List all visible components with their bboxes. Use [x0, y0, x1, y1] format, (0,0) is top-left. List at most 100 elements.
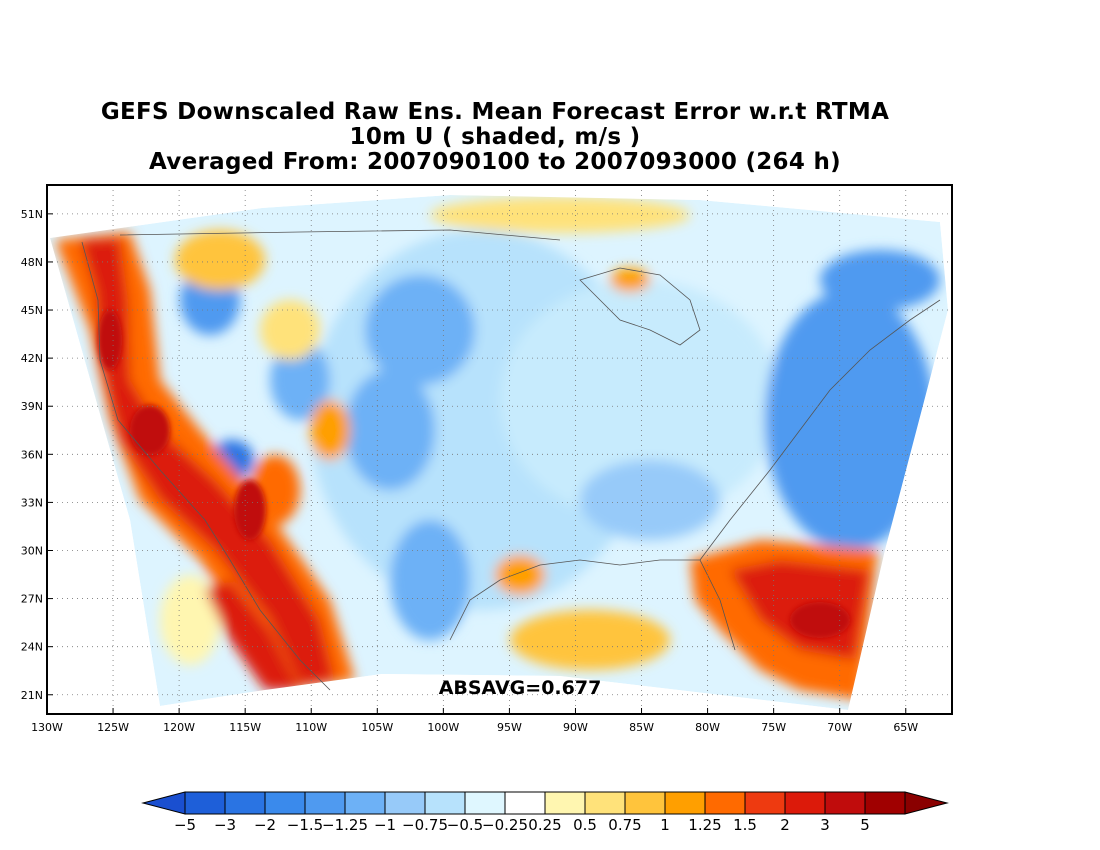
- colorbar-swatch: [864, 791, 906, 815]
- latitude-tick-labels: 21N 24N 27N 30N 33N 36N 39N 42N 45N 48N 51N: [21, 208, 53, 702]
- lon-tick-label: 115W: [229, 721, 261, 734]
- gulf-coastline: [449, 559, 736, 651]
- colorbar-label: 0.75: [608, 816, 641, 834]
- lat-tick-label: 27N: [21, 593, 43, 606]
- colorbar-swatch: [184, 791, 226, 815]
- lat-tick-label: 36N: [21, 448, 43, 461]
- colorbar-swatch: [664, 791, 706, 815]
- colorbar-swatch: [744, 791, 786, 815]
- colorbar-label: 1: [660, 816, 670, 834]
- lat-tick-label: 42N: [21, 352, 43, 365]
- colorbar-swatch: [224, 791, 266, 815]
- east-coastline: [699, 299, 941, 561]
- colorbar-label: 1.25: [688, 816, 721, 834]
- lon-tick-label: 100W: [427, 721, 459, 734]
- cascades-dark-red: [98, 310, 122, 370]
- lat-tick-label: 51N: [21, 208, 43, 221]
- colorbar-swatch: [824, 791, 866, 815]
- colorbar-swatch: [504, 791, 546, 815]
- rockies-orange: [260, 300, 320, 360]
- lon-tick-label: 105W: [361, 721, 393, 734]
- title-line-2: 10m U ( shaded, m/s ): [349, 124, 641, 150]
- wyoming-blue: [270, 340, 330, 420]
- colorbar-label: −1: [374, 816, 396, 834]
- baja-red: [205, 580, 300, 690]
- southeast-blue: [580, 460, 720, 540]
- colorbar-swatch: [384, 791, 426, 815]
- colorbar-label: −5: [174, 816, 196, 834]
- lat-tick-label: 33N: [21, 496, 43, 509]
- colorbar-label: −0.75: [402, 816, 448, 834]
- gulf-yellow: [510, 610, 670, 670]
- colorbar-swatch: [424, 791, 466, 815]
- colorbar-label: −0.5: [447, 816, 483, 834]
- lon-tick-label: 95W: [497, 721, 522, 734]
- colorbar-label: 1.5: [733, 816, 757, 834]
- colorado-orange: [310, 400, 350, 460]
- west-coastline: [81, 241, 331, 691]
- coastlines: [81, 229, 941, 691]
- colorbar-swatch: [624, 791, 666, 815]
- lon-tick-label: 90W: [563, 721, 588, 734]
- lat-tick-label: 45N: [21, 304, 43, 317]
- border-outline: [119, 229, 561, 241]
- lat-tick-label: 30N: [21, 544, 43, 557]
- title-line-1: GEFS Downscaled Raw Ens. Mean Forecast E…: [100, 99, 890, 125]
- lon-tick-label: 75W: [761, 721, 786, 734]
- colorbar-swatch: [264, 791, 306, 815]
- colorbar-swatch: [464, 791, 506, 815]
- title-line-3: Averaged From: 2007090100 to 2007093000 …: [149, 149, 841, 175]
- colorbar-swatch: [344, 791, 386, 815]
- sierra-dark-red: [130, 405, 170, 455]
- map-frame: [46, 184, 953, 715]
- colorbar-label: 5: [860, 816, 870, 834]
- colorbar-label: 3: [820, 816, 830, 834]
- great-lakes-outline: [579, 267, 701, 346]
- gulf-west-orange: [495, 555, 545, 595]
- midwest-light-blue: [500, 280, 780, 520]
- lon-tick-label: 85W: [629, 721, 654, 734]
- colorbar-swatch: [304, 791, 346, 815]
- lon-tick-label: 65W: [893, 721, 918, 734]
- plains-blue: [345, 370, 435, 490]
- absavg-annotation: ABSAVG=0.677: [439, 677, 602, 699]
- lon-tick-label: 120W: [163, 721, 195, 734]
- colorbar-label: −2: [254, 816, 276, 834]
- colorbar-label: −1.5: [287, 816, 323, 834]
- lon-tick-label: 70W: [827, 721, 852, 734]
- lat-tick-label: 24N: [21, 641, 43, 654]
- map-title: GEFS Downscaled Raw Ens. Mean Forecast E…: [0, 100, 990, 175]
- colorbar-label: 2: [780, 816, 790, 834]
- colorbar-label: 0.25: [528, 816, 561, 834]
- dakota-blue: [365, 275, 475, 385]
- lon-tick-label: 110W: [295, 721, 327, 734]
- graticule: [47, 185, 952, 714]
- longitude-tick-labels: 130W 125W 120W 115W 110W 105W 100W 95W 90W 85W 80W…: [31, 708, 918, 734]
- shaded-field: [50, 195, 948, 710]
- colorbar-under-arrow: [141, 791, 186, 815]
- lat-tick-label: 39N: [21, 400, 43, 413]
- texas-blue: [390, 520, 470, 640]
- colorbar-swatch: [784, 791, 826, 815]
- lon-tick-label: 80W: [695, 721, 720, 734]
- colorbar-swatch: [584, 791, 626, 815]
- colorbar-label: −3: [214, 816, 236, 834]
- canada-yellow: [430, 197, 690, 233]
- colorbar-over-arrow: [904, 791, 949, 815]
- pacific-coast-red: [80, 238, 335, 685]
- northeast-blue: [765, 290, 935, 550]
- colorbar-label: −1.25: [322, 816, 368, 834]
- colorbar: −5 −3 −2 −1.5−1.25 −1 −0.75−0.5−0.25 0.25 0.5 0.…: [141, 791, 949, 834]
- lat-tick-label: 48N: [21, 256, 43, 269]
- gulfstream-dark-red: [790, 602, 850, 638]
- colorbar-label: 0.5: [573, 816, 597, 834]
- maine-blue: [820, 250, 940, 310]
- lake-superior-orange: [610, 268, 650, 292]
- lon-tick-label: 130W: [31, 721, 63, 734]
- mexico-yellow: [160, 575, 220, 665]
- socal-dark-red: [234, 480, 266, 540]
- colorbar-swatch: [704, 791, 746, 815]
- colorbar-label: −0.25: [482, 816, 528, 834]
- lat-tick-label: 21N: [21, 689, 43, 702]
